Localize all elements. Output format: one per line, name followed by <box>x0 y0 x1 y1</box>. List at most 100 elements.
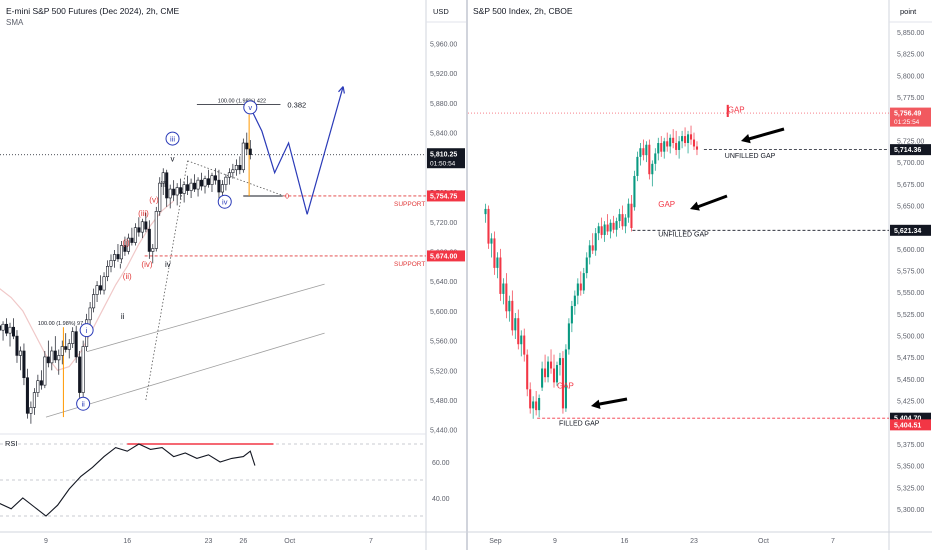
candle-body <box>123 245 127 252</box>
left-candles <box>0 132 252 424</box>
candle-body <box>609 222 612 232</box>
candle-body <box>18 350 22 356</box>
candle-body <box>487 208 490 244</box>
candle-body <box>95 285 99 295</box>
candle-body <box>585 257 588 274</box>
arrow-head <box>591 399 601 410</box>
candle-body <box>11 326 16 337</box>
candle-body <box>567 323 570 350</box>
candle-body <box>514 318 517 331</box>
wave-label-blue: ii <box>81 400 85 409</box>
candle-body <box>645 144 648 156</box>
date-tick-label: Oct <box>284 538 295 545</box>
candle-body <box>484 208 487 215</box>
right-chart-title: S&P 500 Index, 2h, CBOE <box>473 6 573 16</box>
candle-body <box>36 380 40 393</box>
wave-circle <box>79 323 94 338</box>
candle-body <box>508 300 511 312</box>
candle-body <box>678 141 681 150</box>
price-tick-label: 5,375.00 <box>897 442 924 449</box>
price-tick-label: 5,880.00 <box>430 101 457 108</box>
candle-body <box>151 248 155 252</box>
candle-body <box>116 254 120 260</box>
wave-label-black: i <box>119 262 121 271</box>
candle-body <box>53 350 57 361</box>
wave-label-red: (v) <box>149 195 159 204</box>
candle-body <box>499 257 502 294</box>
arrow-shaft <box>695 194 728 209</box>
candle-body <box>186 184 190 191</box>
price-tick-label: 5,500.00 <box>897 334 924 341</box>
candle-body <box>224 176 228 185</box>
candle-body <box>227 172 231 178</box>
wave-label-red: (iii) <box>138 209 149 218</box>
candle-body <box>549 361 553 369</box>
arrow-shaft <box>746 127 785 141</box>
candle-body <box>493 238 496 268</box>
candle-body <box>591 245 594 251</box>
date-tick-label: Sep <box>489 538 502 545</box>
price-tick-label: 5,775.00 <box>897 95 924 102</box>
dotted-triangle-line <box>187 160 285 197</box>
price-tick-label: 5,720.00 <box>430 220 457 227</box>
price-tick-label: 5,850.00 <box>897 30 924 37</box>
candle-body <box>133 227 137 243</box>
candle-body <box>130 237 134 243</box>
price-tag-value: 5,621.34 <box>894 228 921 235</box>
candle-body <box>175 187 179 196</box>
price-tick-label: 5,520.00 <box>430 368 457 375</box>
left-axis-panel <box>426 0 466 532</box>
candle-body <box>182 184 186 194</box>
candle-body <box>621 214 624 227</box>
left-chart-title: E-mini S&P 500 Futures (Dec 2024), 2h, C… <box>6 6 180 16</box>
gap-status-label: UNFILLED GAP <box>658 232 709 239</box>
right-date-ticks: Sep 9 16 23 Oct 7 <box>489 538 835 545</box>
candle-body <box>217 179 221 193</box>
wave-circle <box>217 194 232 209</box>
price-tick-label: 5,700.00 <box>897 160 924 167</box>
fib-ratio-label: 0.382 <box>287 100 306 109</box>
candle-body <box>99 285 103 291</box>
candle-body <box>570 306 573 324</box>
price-tag <box>890 144 931 156</box>
candle-body <box>651 163 654 175</box>
price-tick-label: 5,600.00 <box>430 309 457 316</box>
date-tick-label: 7 <box>831 538 835 545</box>
candle-body <box>57 355 61 361</box>
date-tick-label: Oct <box>758 538 769 545</box>
price-tick-label: 5,840.00 <box>430 131 457 138</box>
fib-zero-label: 0 <box>285 193 289 200</box>
candle-body <box>29 407 33 414</box>
candle-body <box>627 203 630 218</box>
wave-label-red: (i) <box>123 239 130 248</box>
candle-body <box>200 179 204 187</box>
arrow-shaft <box>596 397 628 406</box>
wave-label-blue: iv <box>222 197 228 206</box>
elliott-path <box>249 107 308 215</box>
candle-body <box>161 172 165 184</box>
candle-body <box>600 226 603 235</box>
date-tick-label: 16 <box>621 538 629 545</box>
wave-label-red: (iv) <box>141 260 152 269</box>
candle-body <box>666 141 669 147</box>
candle-body <box>558 358 562 366</box>
candle-body <box>193 182 197 190</box>
candle-body <box>490 238 493 244</box>
candle-body <box>663 141 666 152</box>
price-tag-value: 5,404.70 <box>894 416 921 423</box>
wave-circle <box>243 100 258 115</box>
date-tick-label: 26 <box>239 538 247 545</box>
support-label-lower: SUPPORT <box>394 261 425 268</box>
date-tick-label: 7 <box>369 538 373 545</box>
candle-body <box>92 294 96 309</box>
channel-upper-line <box>86 283 325 353</box>
price-tag <box>890 412 931 424</box>
candle-body <box>511 300 514 331</box>
right-unit-label: point <box>900 7 917 16</box>
candle-body <box>102 276 106 291</box>
candle-body <box>5 323 9 334</box>
candle-body <box>196 179 200 190</box>
gap-label: GAP <box>658 200 675 209</box>
wave-label-blue: i <box>86 326 88 335</box>
